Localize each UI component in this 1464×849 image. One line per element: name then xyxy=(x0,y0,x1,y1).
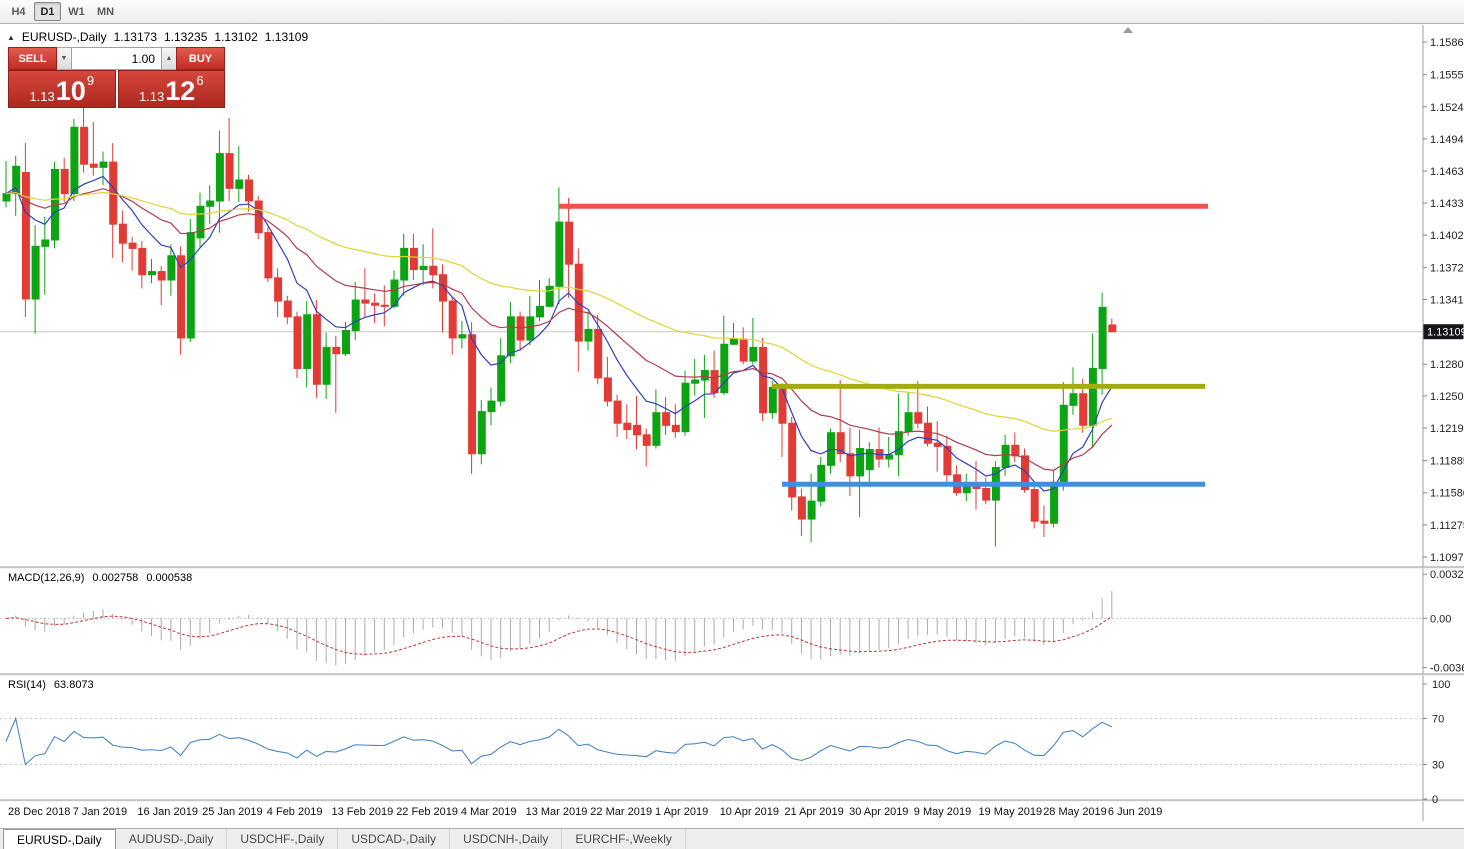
svg-text:7 Jan 2019: 7 Jan 2019 xyxy=(73,806,127,818)
buy-price-sup: 6 xyxy=(196,73,204,88)
volume-input[interactable] xyxy=(71,47,162,70)
rsi-plot xyxy=(5,716,1113,766)
macd-title: MACD(12,26,9) xyxy=(8,572,85,584)
ohlc-open: 1.13173 xyxy=(113,30,157,44)
svg-text:28 May 2019: 28 May 2019 xyxy=(1043,806,1107,818)
svg-text:1.15245: 1.15245 xyxy=(1430,102,1464,114)
svg-text:1.12800: 1.12800 xyxy=(1430,359,1464,371)
sell-price-main: 1.13 xyxy=(29,89,55,104)
svg-text:4 Feb 2019: 4 Feb 2019 xyxy=(267,806,323,818)
svg-text:1.15860: 1.15860 xyxy=(1430,37,1464,49)
svg-text:1.13415: 1.13415 xyxy=(1430,294,1464,306)
volume-decrease-button[interactable]: ▼ xyxy=(57,47,71,70)
symbol-title: EURUSD-,Daily xyxy=(21,30,107,44)
svg-text:1.11885: 1.11885 xyxy=(1430,456,1464,468)
buy-price-big: 12 xyxy=(165,76,196,107)
rsi-title: RSI(14) xyxy=(8,679,46,691)
svg-text:30: 30 xyxy=(1432,760,1444,772)
svg-text:1.15550: 1.15550 xyxy=(1430,70,1464,82)
sell-price-display[interactable]: 1.13 10 9 xyxy=(8,70,116,108)
svg-text:22 Mar 2019: 22 Mar 2019 xyxy=(590,806,652,818)
svg-text:1.10970: 1.10970 xyxy=(1430,552,1464,564)
tab-eurchf-weekly[interactable]: EURCHF-,Weekly xyxy=(562,829,686,849)
svg-text:9 May 2019: 9 May 2019 xyxy=(914,806,971,818)
svg-text:1.14330: 1.14330 xyxy=(1430,198,1464,210)
macd-plot xyxy=(0,590,1422,666)
svg-text:-0.003659: -0.003659 xyxy=(1430,662,1464,674)
current-price-badge: 1.13109 xyxy=(1423,324,1464,340)
svg-text:100: 100 xyxy=(1432,679,1450,691)
svg-text:30 Apr 2019: 30 Apr 2019 xyxy=(849,806,908,818)
moving-averages xyxy=(5,175,1113,492)
svg-text:1.14940: 1.14940 xyxy=(1430,134,1464,146)
chart-canvas[interactable]: 1.15860 1.15550 1.15245 1.14940 1.14635 1.143… xyxy=(0,25,1464,825)
tab-eurusd-daily[interactable]: EURUSD-,Daily xyxy=(3,829,116,849)
one-click-toggle-icon[interactable]: ▲ xyxy=(7,32,15,42)
sell-price-big: 10 xyxy=(55,76,86,107)
tab-audusd-daily[interactable]: AUDUSD-,Daily xyxy=(116,829,228,849)
svg-text:0: 0 xyxy=(1432,794,1438,806)
chart-frame xyxy=(0,25,1464,821)
svg-text:16 Jan 2019: 16 Jan 2019 xyxy=(137,806,198,818)
price-scale[interactable]: 1.15860 1.15550 1.15245 1.14940 1.14635 1.143… xyxy=(1423,37,1464,564)
chart-ohlc-header: ▲ EURUSD-,Daily 1.13173 1.13235 1.13102 … xyxy=(7,30,308,44)
sell-button[interactable]: SELL xyxy=(8,47,57,70)
rsi-scale[interactable]: 100 70 30 0 xyxy=(1423,679,1450,806)
chart-tabbar: EURUSD-,Daily AUDUSD-,Daily USDCHF-,Dail… xyxy=(0,828,1464,849)
svg-text:19 May 2019: 19 May 2019 xyxy=(979,806,1043,818)
macd-value-signal: 0.000538 xyxy=(146,572,193,584)
svg-text:1.12195: 1.12195 xyxy=(1430,423,1464,435)
svg-text:0.003287: 0.003287 xyxy=(1430,569,1464,581)
svg-text:1.11580: 1.11580 xyxy=(1430,488,1464,500)
ohlc-high: 1.13235 xyxy=(164,30,208,44)
macd-scale[interactable]: 0.003287 0.00 -0.003659 xyxy=(1423,569,1464,674)
svg-text:22 Feb 2019: 22 Feb 2019 xyxy=(396,806,458,818)
timeframe-h4-button[interactable]: H4 xyxy=(11,5,26,18)
timeframe-d1-button[interactable]: D1 xyxy=(34,2,61,21)
svg-text:1.12500: 1.12500 xyxy=(1430,391,1464,403)
svg-text:6 Jun 2019: 6 Jun 2019 xyxy=(1108,806,1162,818)
buy-price-main: 1.13 xyxy=(138,89,165,104)
svg-text:1.13720: 1.13720 xyxy=(1430,262,1464,274)
ohlc-low: 1.13102 xyxy=(214,30,258,44)
svg-text:1 Apr 2019: 1 Apr 2019 xyxy=(655,806,708,818)
svg-text:1.13109: 1.13109 xyxy=(1427,327,1464,339)
svg-text:1.11275: 1.11275 xyxy=(1430,520,1464,532)
time-axis[interactable]: 28 Dec 2018 7 Jan 2019 16 Jan 2019 25 Jan 2… xyxy=(8,806,1162,818)
tab-usdcad-daily[interactable]: USDCAD-,Daily xyxy=(338,829,451,849)
tab-usdchf-daily[interactable]: USDCHF-,Daily xyxy=(227,829,339,849)
timeframe-toolbar: H4 D1 W1 MN xyxy=(0,0,1464,24)
svg-text:28 Dec 2018: 28 Dec 2018 xyxy=(8,806,70,818)
svg-text:0.00: 0.00 xyxy=(1430,613,1451,625)
svg-text:13 Feb 2019: 13 Feb 2019 xyxy=(332,806,394,818)
one-click-trading-panel: SELL ▼ ▲ BUY 1.13 10 9 1.13 12 6 xyxy=(8,47,225,108)
timeframe-w1-button[interactable]: W1 xyxy=(68,5,85,18)
sell-price-sup: 9 xyxy=(86,73,95,88)
buy-button[interactable]: BUY xyxy=(176,47,225,70)
candles xyxy=(2,104,1117,547)
ohlc-close: 1.13109 xyxy=(264,30,309,44)
timeframe-mn-button[interactable]: MN xyxy=(96,5,115,18)
rsi-header: RSI(14) 63.8073 xyxy=(8,679,94,691)
macd-header: MACD(12,26,9) 0.002758 0.000538 xyxy=(8,572,192,584)
svg-text:10 Apr 2019: 10 Apr 2019 xyxy=(720,806,779,818)
buy-price-display[interactable]: 1.13 12 6 xyxy=(117,70,225,108)
chart-shift-marker[interactable] xyxy=(1123,27,1133,33)
svg-text:1.14635: 1.14635 xyxy=(1430,166,1464,178)
svg-text:13 Mar 2019: 13 Mar 2019 xyxy=(526,806,588,818)
svg-text:4 Mar 2019: 4 Mar 2019 xyxy=(461,806,517,818)
rsi-levels xyxy=(0,718,1422,765)
macd-value-main: 0.002758 xyxy=(92,572,139,584)
svg-text:25 Jan 2019: 25 Jan 2019 xyxy=(202,806,263,818)
svg-text:21 Apr 2019: 21 Apr 2019 xyxy=(784,806,843,818)
tab-usdcnh-daily[interactable]: USDCNH-,Daily xyxy=(450,829,563,849)
svg-text:1.14025: 1.14025 xyxy=(1430,230,1464,242)
rsi-value: 63.8073 xyxy=(53,679,94,691)
volume-increase-button[interactable]: ▲ xyxy=(162,47,176,70)
svg-text:70: 70 xyxy=(1432,714,1444,726)
